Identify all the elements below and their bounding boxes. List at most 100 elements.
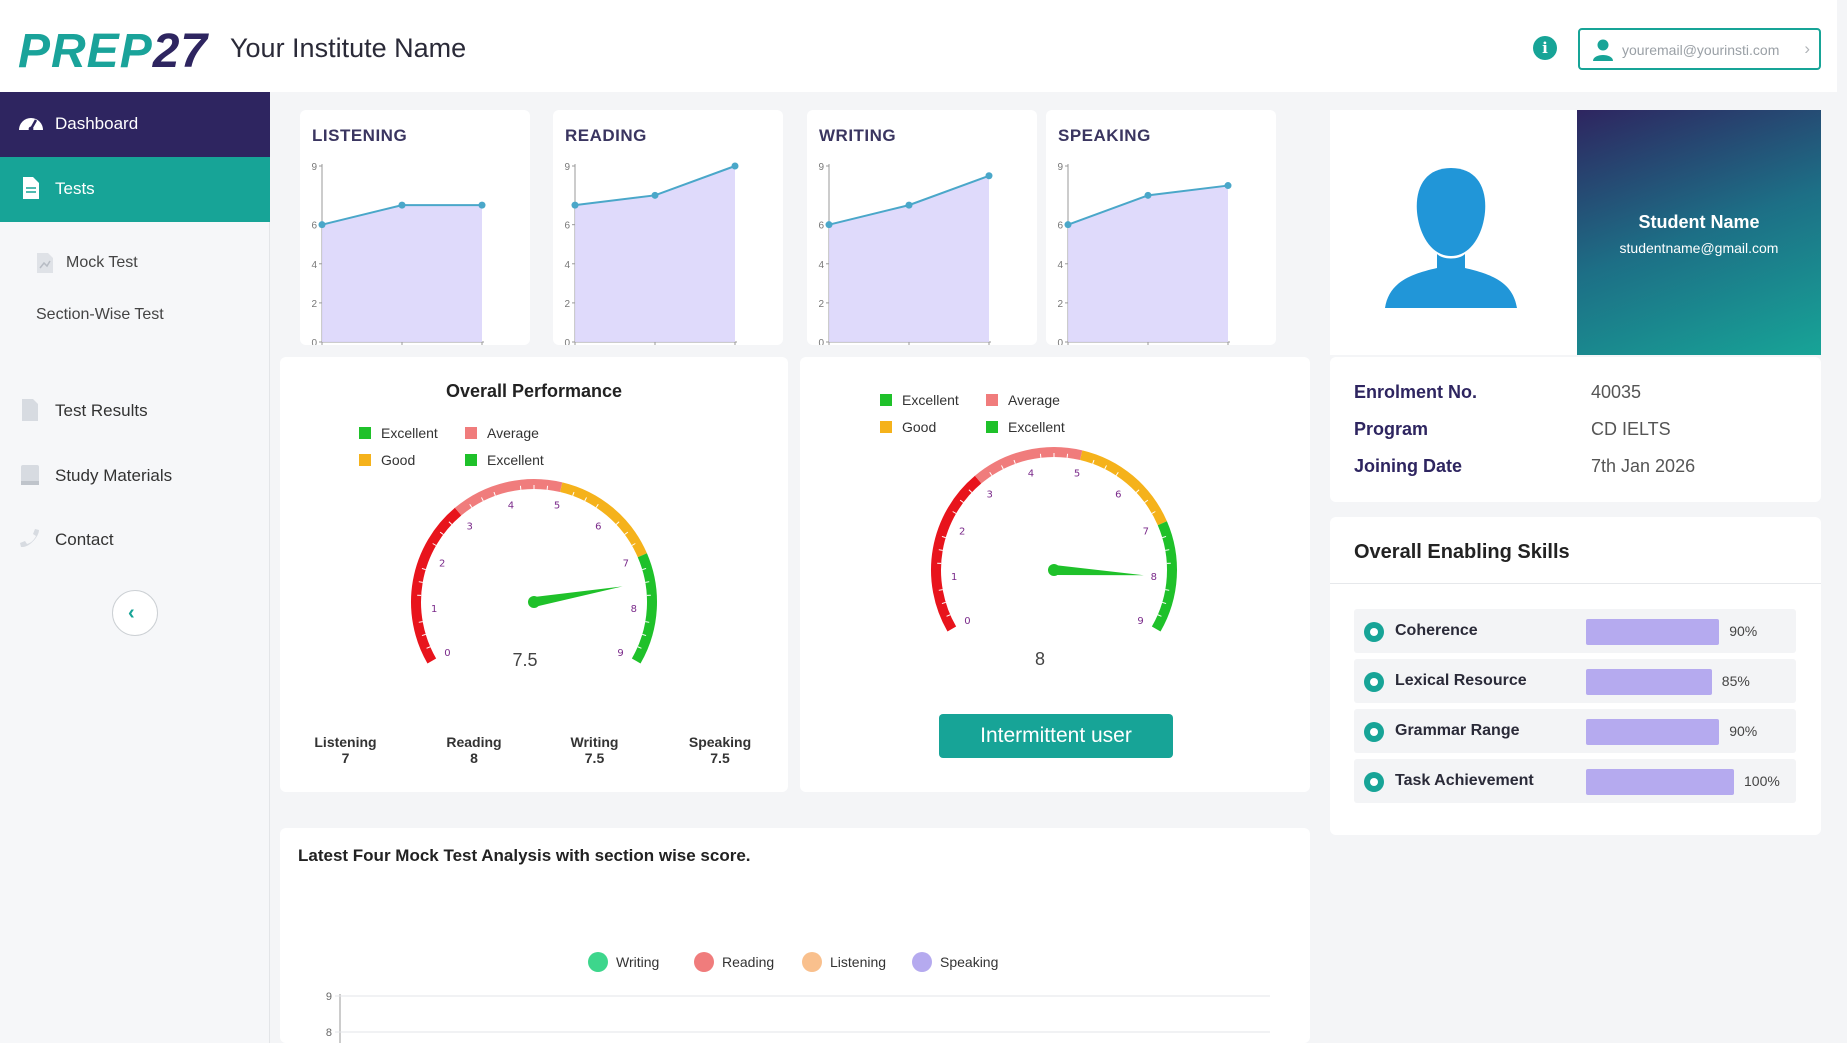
user-email: youremail@yourinsti.com [1622, 42, 1780, 58]
legend-item: Excellent [465, 452, 544, 468]
chevron-left-icon: ‹ [128, 602, 135, 624]
sidebar-item-label: Study Materials [55, 466, 173, 485]
info-label: Joining Date [1354, 456, 1463, 476]
sidebar-item-study-materials[interactable]: Study Materials [0, 457, 270, 497]
y-tick-label: 9 [1057, 162, 1063, 173]
skill-bar [1586, 769, 1734, 795]
skill-name: Lexical Resource [1395, 672, 1527, 689]
y-tick-label: 4 [564, 260, 570, 271]
legend-item: Excellent [986, 419, 1065, 435]
chart-title: WRITING [819, 126, 897, 145]
dashboard-icon [19, 118, 43, 132]
user-account-button[interactable]: youremail@yourinsti.com › [1578, 28, 1821, 70]
y-tick-label: 4 [1057, 260, 1063, 271]
y-tick-label: 6 [818, 221, 824, 232]
logo: PREP27 [18, 25, 209, 78]
skill-name: Grammar Range [1395, 722, 1520, 739]
listening-chart-card: LISTENING 0 2 4 6 9 [300, 110, 530, 345]
info-icon[interactable]: i [1533, 36, 1557, 60]
listening-area-chart: 0 2 4 6 9 [311, 162, 486, 345]
info-label: Program [1354, 419, 1429, 439]
data-point [905, 201, 913, 209]
gauge-value: 7.5 [512, 650, 538, 670]
legend-item: Excellent [880, 392, 959, 408]
analysis-chart: 9 8 [326, 991, 1270, 1043]
skill-row-lexical-resource: Lexical Resource 85% [1354, 659, 1796, 703]
data-point [318, 221, 326, 229]
data-point [825, 221, 833, 229]
score-chip-writing: Writing 7.5 [570, 734, 619, 766]
speaking-chart-card: SPEAKING 0 2 4 6 9 [1046, 110, 1276, 345]
sidebar-subitem-section-wise-test[interactable]: Section-Wise Test [36, 306, 164, 323]
gauge-value: 8 [1034, 649, 1045, 669]
area-fill [1068, 185, 1228, 342]
legend-item: Average [986, 392, 1060, 408]
radio-icon [1364, 722, 1384, 742]
student-info-panel: Enrolment No. 40035 Program CD IELTS Joi… [1330, 357, 1821, 502]
y-tick-label: 6 [1057, 221, 1063, 232]
legend-item: Excellent [359, 425, 438, 441]
y-tick-label: 0 [818, 338, 824, 345]
student-name: Student Name [1638, 212, 1760, 232]
sidebar-item-dashboard[interactable]: Dashboard [0, 92, 270, 157]
skill-name: Coherence [1395, 622, 1478, 639]
y-tick-label: 0 [1057, 338, 1063, 345]
y-tick-label: 9 [564, 162, 570, 173]
data-point [985, 172, 993, 180]
skill-row-grammar-range: Grammar Range 90% [1354, 709, 1796, 753]
student-avatar-card [1330, 110, 1577, 355]
skill-name: Task Achievement [1395, 772, 1534, 789]
legend-item-listening: Listening [802, 952, 886, 972]
area-fill [322, 205, 482, 342]
area-fill [575, 166, 735, 342]
student-email: studentname@gmail.com [1619, 240, 1779, 256]
sidebar: Dashboard Tests Mock Test Section-Wise T… [0, 92, 270, 1043]
data-point [398, 201, 406, 209]
radio-icon [1364, 772, 1384, 792]
chart-title: SPEAKING [1058, 126, 1151, 145]
divider [1330, 583, 1821, 584]
sidebar-item-test-results[interactable]: Test Results [0, 392, 270, 432]
data-point [478, 201, 486, 209]
enabling-skills-panel: Overall Enabling Skills Coherence 90% Le… [1330, 517, 1821, 835]
radio-icon [1364, 672, 1384, 692]
sidebar-item-contact[interactable]: Contact [0, 521, 270, 561]
speaking-area-chart: 0 2 4 6 9 [1057, 162, 1232, 345]
data-point [1224, 182, 1232, 190]
score-chip-reading: Reading 8 [446, 734, 502, 766]
legend-item: Good [880, 419, 936, 435]
sidebar-item-label: Dashboard [55, 114, 139, 133]
y-tick-label: 4 [818, 260, 824, 271]
info-value: CD IELTS [1591, 419, 1671, 439]
y-tick-label: 2 [564, 299, 570, 310]
sidebar-subitem-mock-test[interactable]: Mock Test [66, 254, 138, 271]
sidebar-item-tests[interactable]: Tests [0, 157, 270, 222]
intermittent-user-button[interactable]: Intermittent user [939, 714, 1173, 758]
y-tick-label: 9 [818, 162, 824, 173]
sidebar-item-label: Contact [55, 530, 114, 549]
document-icon [22, 399, 38, 421]
skill-bar [1586, 719, 1720, 745]
y-tick-label: 6 [311, 221, 317, 232]
info-value: 7th Jan 2026 [1591, 456, 1696, 476]
score-chip-speaking: Speaking 7.5 [688, 734, 752, 766]
info-value: 40035 [1591, 382, 1642, 402]
panel-title: Overall Enabling Skills [1354, 541, 1570, 563]
legend-item: Average [465, 425, 539, 441]
collapse-sidebar-button[interactable]: ‹ [112, 590, 158, 636]
document-chart-icon [37, 253, 53, 273]
data-point [651, 191, 659, 199]
skill-percent: 90% [1729, 623, 1758, 639]
chevron-right-icon: › [1804, 39, 1810, 58]
chart-title: LISTENING [312, 126, 408, 145]
writing-area-chart: 0 2 4 6 9 [818, 162, 993, 345]
phone-icon [20, 529, 39, 547]
skill-percent: 90% [1729, 723, 1758, 739]
institute-name: Your Institute Name [230, 33, 467, 63]
panel-title: Overall Performance [445, 381, 623, 401]
reading-chart-card: READING 0 2 4 6 9 [553, 110, 783, 345]
student-name-card: Student Name studentname@gmail.com [1577, 110, 1821, 355]
info-label: Enrolment No. [1354, 382, 1478, 402]
writing-chart-card: WRITING 0 2 4 6 9 [807, 110, 1037, 345]
sidebar-item-label: Tests [55, 179, 95, 198]
